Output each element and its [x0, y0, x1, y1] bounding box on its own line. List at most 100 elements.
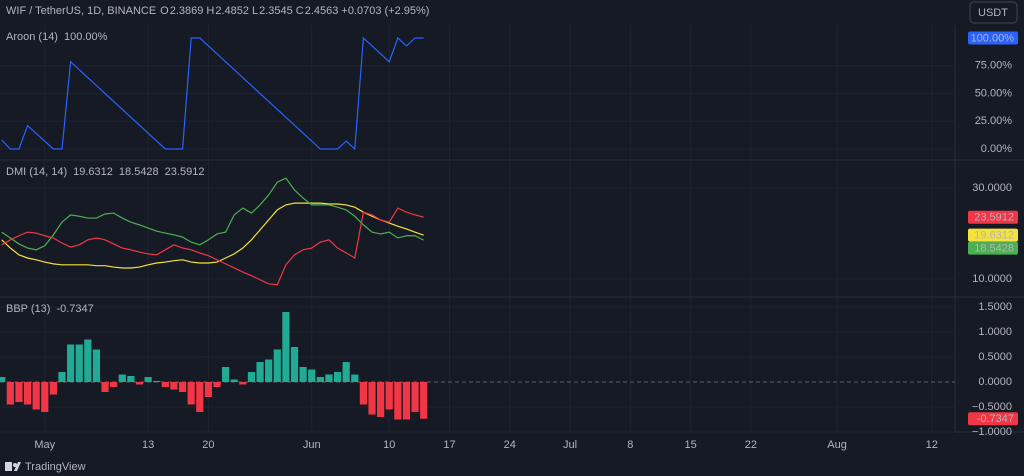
ohlc-key: O	[160, 5, 169, 17]
bar	[41, 382, 49, 412]
bar	[67, 344, 75, 382]
bar	[213, 382, 221, 387]
bar	[420, 382, 428, 419]
bar	[333, 372, 342, 382]
bar	[118, 374, 126, 382]
price-badge-label: 100.00%	[971, 32, 1015, 44]
y-tick-label: 30.0000	[972, 182, 1012, 194]
bar	[290, 347, 299, 382]
bar	[161, 382, 169, 387]
bar	[15, 382, 23, 402]
price-badge-label: 23.5912	[974, 212, 1014, 224]
bar	[359, 382, 367, 405]
indicator-line	[1, 202, 424, 269]
x-tick-label: 12	[926, 439, 938, 451]
x-tick-label: 20	[202, 439, 214, 451]
ohlc-key: C	[296, 5, 304, 17]
bar	[92, 349, 101, 382]
bar	[153, 381, 161, 382]
price-badge	[968, 228, 1018, 242]
bar	[273, 349, 281, 382]
brand: TradingView	[25, 461, 86, 473]
ohlc-key: L	[252, 5, 258, 17]
y-tick-label: 0.0000	[978, 376, 1012, 388]
pane-title: BBP (13)	[6, 303, 50, 315]
y-tick-label: 75.00%	[975, 60, 1013, 72]
pane-title: Aroon (14)	[6, 31, 58, 43]
price-badge	[968, 241, 1018, 255]
legend-value: 19.6312	[73, 166, 113, 178]
indicator-line	[1, 36, 424, 151]
y-tick-label: −0.5000	[972, 401, 1012, 413]
bar	[144, 377, 152, 382]
x-tick-label: 24	[504, 439, 516, 451]
bar	[0, 377, 6, 382]
bar	[178, 382, 187, 392]
bar	[265, 359, 273, 382]
y-tick-label: −1.0000	[972, 426, 1012, 438]
bar	[110, 382, 118, 387]
bar	[204, 382, 212, 397]
price-badge	[968, 210, 1018, 224]
y-tick-label: 10.0000	[972, 273, 1012, 285]
bar	[58, 372, 66, 382]
bar	[282, 312, 290, 382]
bar	[411, 382, 419, 412]
tv-logo	[5, 462, 21, 471]
bar	[196, 382, 204, 412]
bar	[351, 374, 359, 382]
y-tick-label: 0.5000	[978, 351, 1012, 363]
symbol: WIF / TetherUS, 1D, BINANCE	[6, 5, 156, 17]
bar	[23, 382, 32, 405]
legend-value: 18.5428	[119, 166, 159, 178]
bar	[402, 382, 411, 420]
bar	[299, 367, 307, 382]
bar	[239, 382, 247, 385]
bar	[256, 362, 264, 382]
x-tick-label: 22	[745, 439, 757, 451]
bar	[135, 382, 144, 385]
y-tick-label: 25.00%	[975, 115, 1013, 127]
pane-title: DMI (14, 14)	[6, 166, 67, 178]
ohlc-value: 2.4852	[215, 5, 249, 17]
x-tick-label: Jun	[303, 439, 321, 451]
bar	[84, 339, 92, 382]
bar	[101, 382, 109, 392]
bar	[222, 367, 230, 382]
ohlc-key: H	[206, 5, 214, 17]
x-tick-label: May	[34, 439, 55, 451]
bar	[32, 382, 40, 410]
bar	[75, 344, 83, 382]
x-tick-label: 10	[383, 439, 395, 451]
bar	[316, 377, 324, 382]
change: +0.0703 (+2.95%)	[341, 5, 429, 17]
y-tick-label: 1.5000	[978, 301, 1012, 313]
indicator-line	[1, 207, 424, 286]
ohlc-value: 2.4563	[305, 5, 339, 17]
x-tick-label: 8	[627, 439, 633, 451]
indicator-line	[1, 177, 424, 251]
price-badge-label: 19.6312	[974, 230, 1014, 242]
price-badge-label: -0.7347	[977, 413, 1014, 425]
x-tick-label: Jul	[563, 439, 577, 451]
x-tick-label: 17	[443, 439, 455, 451]
price-badge	[968, 412, 1018, 426]
x-tick-label: Aug	[827, 439, 847, 451]
legend-value: 23.5912	[165, 166, 205, 178]
bar	[6, 382, 14, 405]
bar	[368, 382, 376, 415]
currency-label: USDT	[978, 7, 1008, 19]
bar	[247, 372, 256, 382]
bar	[187, 382, 195, 405]
price-badge	[968, 31, 1018, 45]
bar	[308, 369, 316, 382]
price-badge-label: 18.5428	[974, 243, 1014, 255]
legend-value: 100.00%	[64, 31, 108, 43]
y-tick-label: 50.00%	[975, 87, 1013, 99]
bar	[49, 382, 57, 395]
y-tick-label: 1.0000	[978, 326, 1012, 338]
currency-button[interactable]	[969, 1, 1018, 24]
